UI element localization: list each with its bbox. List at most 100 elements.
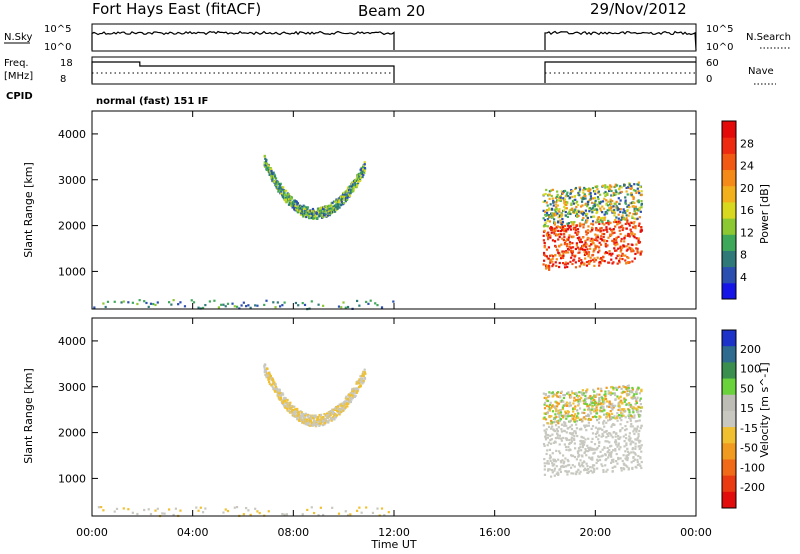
power-colorbar-swatch-5 [722,201,736,219]
data-point-ground-clutter-16 [163,512,166,515]
data-point-evening-band-300 [598,458,602,462]
data-point-evening-band-116 [563,233,566,236]
data-point-evening-upper-422 [623,390,626,394]
freq-trace-segment-1 [544,61,696,83]
data-point-arc-314 [318,424,321,427]
data-point-evening-band-220 [580,240,584,244]
data-point-arc-118 [283,191,286,195]
data-point-evening-band-84 [559,452,562,455]
data-point-evening-band-99 [560,439,563,442]
data-point-evening-upper-464 [633,207,636,210]
data-point-evening-upper-70 [554,203,557,206]
data-point-ground-clutter-14 [149,302,153,305]
data-point-evening-upper-370 [613,193,616,197]
data-point-arc-556 [361,377,364,380]
data-point-evening-upper-487 [637,209,640,212]
data-point-evening-upper-267 [594,192,597,195]
data-point-evening-band-374 [614,449,617,452]
data-point-evening-upper-459 [632,196,635,199]
data-point-arc-223 [302,418,305,421]
data-point-evening-upper-307 [601,211,604,214]
data-point-arc-196 [297,411,300,414]
data-point-evening-upper-78 [556,391,560,394]
data-point-evening-band-42 [549,258,552,261]
data-point-arc-525 [355,391,358,394]
data-point-evening-band-103 [562,462,565,465]
data-point-arc-28 [268,168,271,172]
data-point-evening-upper-382 [615,190,618,194]
data-point-evening-band-341 [603,223,606,226]
data-point-ground-clutter-29 [204,303,207,307]
data-point-evening-upper-142 [569,196,572,199]
data-point-evening-upper-104 [560,223,564,226]
data-point-evening-band-280 [596,446,599,450]
data-point-evening-band-345 [603,260,606,263]
data-point-evening-band-172 [575,458,578,461]
data-point-arc-466 [345,395,348,398]
data-point-arc-27 [267,378,270,381]
data-point-evening-upper-410 [622,208,625,211]
data-point-evening-upper-122 [565,203,568,207]
data-point-evening-upper-363 [612,205,615,208]
data-point-ground-clutter-39 [235,305,239,308]
data-point-evening-band-209 [579,225,582,228]
data-point-ground-clutter-51 [274,306,277,309]
data-point-evening-band-69 [555,472,558,476]
data-point-evening-upper-297 [599,202,602,205]
data-point-evening-band-65 [554,253,557,257]
data-point-evening-band-489 [632,234,635,238]
data-point-evening-upper-175 [575,205,578,209]
data-point-evening-upper-63 [553,223,556,226]
data-point-evening-band-328 [599,243,603,246]
data-point-evening-band-394 [618,448,621,451]
data-point-evening-band-211 [580,263,583,266]
data-point-evening-upper-491 [638,208,641,211]
data-point-evening-band-418 [624,464,627,467]
data-point-evening-band-299 [599,450,602,453]
data-point-evening-band-136 [565,238,569,241]
data-point-evening-upper-33 [548,416,551,419]
data-point-evening-band-335 [601,239,604,242]
data-point-evening-band-422 [619,246,622,250]
data-point-evening-band-483 [635,466,638,469]
data-point-arc-564 [362,173,365,177]
data-point-arc-385 [331,413,334,416]
data-point-ground-clutter-48 [312,511,316,515]
data-point-evening-upper-75 [557,409,560,412]
data-point-evening-upper-258 [592,197,595,200]
power-colorbar-label: Power [dB] [758,184,771,244]
data-point-evening-band-245 [585,230,588,234]
data-point-evening-upper-80 [556,209,560,212]
data-point-evening-upper-29 [548,395,551,398]
data-point-evening-band-296 [598,455,601,459]
data-point-evening-band-308 [596,245,599,248]
data-point-evening-upper-303 [600,389,603,393]
data-point-evening-band-171 [575,472,578,476]
data-point-evening-upper-443 [627,388,630,392]
data-point-evening-band-122 [565,431,568,434]
data-point-evening-band-47 [551,471,554,474]
data-point-evening-band-384 [616,419,619,422]
data-point-evening-band-107 [562,252,565,256]
data-point-arc-324 [319,422,322,425]
data-point-evening-upper-223 [585,403,589,406]
data-point-arc-241 [305,420,308,423]
data-point-evening-band-351 [610,450,613,454]
data-point-arc-487 [348,194,351,198]
data-point-evening-band-166 [573,465,576,468]
data-point-evening-upper-211 [582,211,585,215]
data-point-arc-113 [283,404,286,407]
data-point-evening-band-141 [569,448,572,452]
data-point-evening-upper-403 [620,408,623,411]
data-point-evening-upper-341 [608,413,611,416]
data-point-arc-269 [310,420,313,423]
data-point-evening-upper-77 [556,419,559,423]
data-point-evening-band-287 [596,459,600,462]
data-point-evening-band-240 [587,437,590,440]
data-point-ground-clutter-60 [365,506,368,509]
data-point-evening-band-487 [632,250,635,253]
data-point-arc-332 [321,420,325,423]
data-point-evening-band-462 [632,441,635,444]
data-point-evening-band-50 [551,452,554,455]
